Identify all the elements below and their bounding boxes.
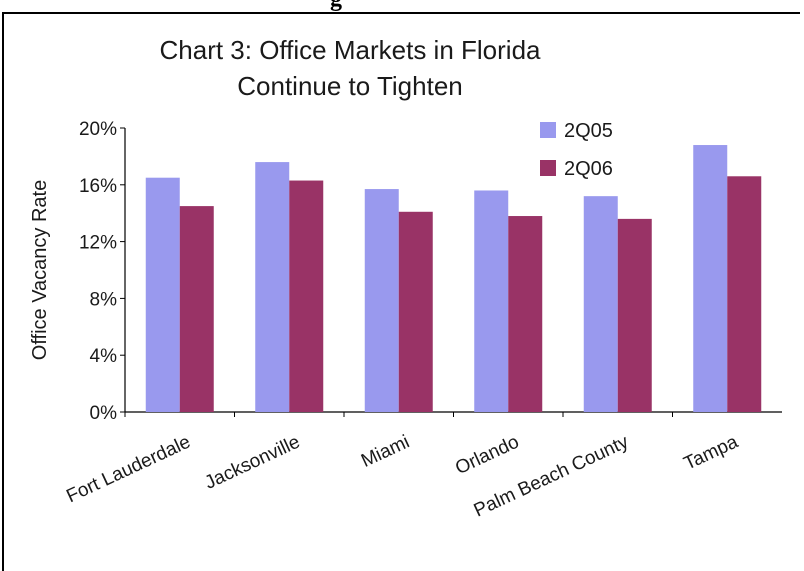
cropped-heading-text: g bbox=[330, 0, 342, 13]
legend-swatch-2q05 bbox=[540, 122, 556, 138]
chart-title: Chart 3: Office Markets in Florida Conti… bbox=[130, 32, 570, 104]
legend-swatch-2q06 bbox=[540, 160, 556, 176]
y-tick-label: 16% bbox=[79, 176, 117, 197]
bar-2q05 bbox=[364, 189, 399, 412]
bar-2q05 bbox=[693, 145, 728, 413]
x-tick-label: Jacksonville bbox=[202, 431, 304, 493]
chart-title-line-1: Chart 3: Office Markets in Florida bbox=[159, 35, 541, 65]
x-tick-label: Orlando bbox=[452, 431, 522, 479]
bar-2q05 bbox=[255, 162, 290, 412]
bar-2q05 bbox=[583, 196, 618, 412]
chart-frame bbox=[2, 12, 800, 571]
y-axis-label: Office Vacancy Rate bbox=[29, 180, 51, 360]
bar-2q06 bbox=[289, 180, 324, 412]
y-tick-label: 12% bbox=[79, 233, 117, 254]
y-tick-label: 8% bbox=[90, 289, 118, 310]
bar-2q05 bbox=[145, 177, 180, 412]
legend-label-2q05: 2Q05 bbox=[564, 120, 613, 142]
bar-2q06 bbox=[179, 206, 214, 412]
page-top-strip: g bbox=[0, 0, 804, 22]
bar-2q06 bbox=[398, 211, 433, 412]
bar-2q06 bbox=[727, 176, 762, 412]
bar-2q05 bbox=[474, 190, 509, 412]
legend-label-2q06: 2Q06 bbox=[564, 158, 613, 180]
y-tick-label: 20% bbox=[79, 119, 117, 140]
x-tick-label: Fort Lauderdale bbox=[63, 431, 193, 507]
bar-2q06 bbox=[508, 216, 543, 412]
bar-2q06 bbox=[617, 218, 652, 412]
x-tick-label: Miami bbox=[358, 431, 413, 471]
y-tick-label: 0% bbox=[90, 403, 118, 424]
y-tick-label: 4% bbox=[90, 346, 118, 367]
chart-title-line-2: Continue to Tighten bbox=[237, 71, 463, 101]
x-tick-label: Tampa bbox=[681, 431, 742, 474]
